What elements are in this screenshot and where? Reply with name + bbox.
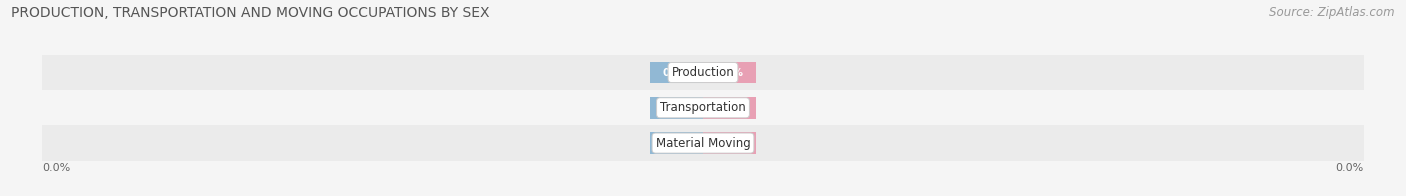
- Bar: [42, 55, 1364, 90]
- Text: 0.0%: 0.0%: [662, 138, 692, 148]
- Text: Production: Production: [672, 66, 734, 79]
- Text: 0.0%: 0.0%: [662, 67, 692, 78]
- Bar: [703, 62, 756, 83]
- Text: 0.0%: 0.0%: [662, 103, 692, 113]
- Bar: [650, 97, 703, 119]
- Bar: [650, 132, 703, 154]
- Bar: [703, 97, 756, 119]
- Bar: [42, 125, 1364, 161]
- Text: 0.0%: 0.0%: [714, 138, 744, 148]
- Text: 0.0%: 0.0%: [1336, 163, 1364, 173]
- Text: PRODUCTION, TRANSPORTATION AND MOVING OCCUPATIONS BY SEX: PRODUCTION, TRANSPORTATION AND MOVING OC…: [11, 6, 489, 20]
- Text: Source: ZipAtlas.com: Source: ZipAtlas.com: [1270, 6, 1395, 19]
- Text: 0.0%: 0.0%: [714, 103, 744, 113]
- Bar: [703, 132, 756, 154]
- Text: 0.0%: 0.0%: [42, 163, 70, 173]
- Text: 0.0%: 0.0%: [714, 67, 744, 78]
- Bar: [650, 62, 703, 83]
- Text: Transportation: Transportation: [661, 101, 745, 114]
- Bar: [42, 90, 1364, 125]
- Text: Material Moving: Material Moving: [655, 137, 751, 150]
- Legend: Male, Female: Male, Female: [641, 194, 765, 196]
